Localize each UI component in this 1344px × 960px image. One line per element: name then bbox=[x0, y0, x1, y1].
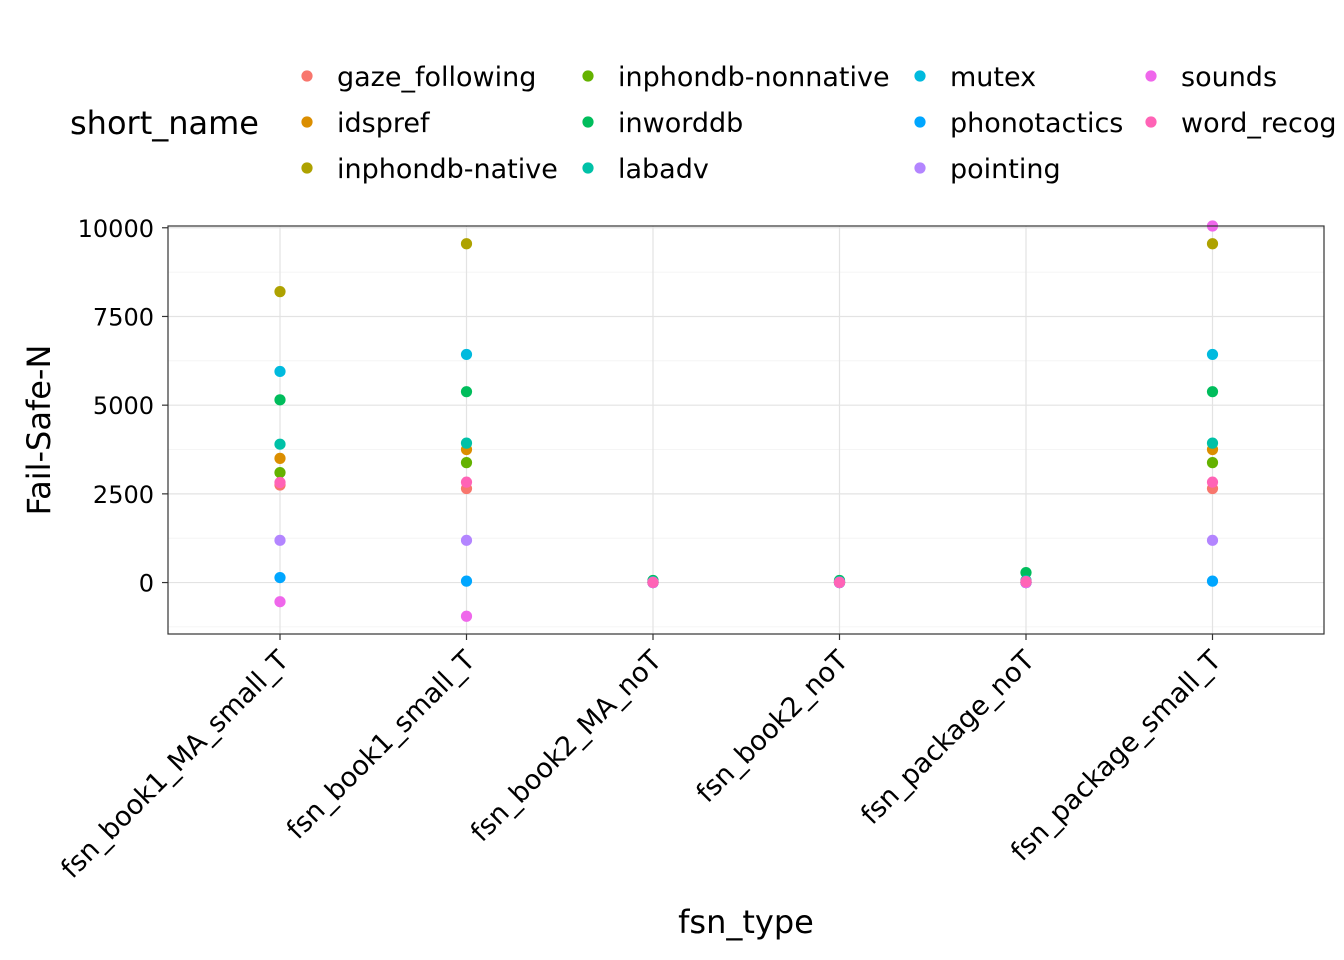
y-tick-label: 0 bbox=[139, 570, 154, 598]
point-word_recog bbox=[460, 476, 473, 488]
x-tick-label: fsn_book1_small_T bbox=[281, 645, 482, 846]
y-tick-label: 7500 bbox=[93, 303, 154, 331]
point-inworddb bbox=[1020, 567, 1032, 579]
legend-label: gaze_following bbox=[337, 62, 536, 93]
point-pointing bbox=[1206, 534, 1219, 546]
point-pointing bbox=[460, 534, 473, 546]
point-inphondb-nonnative bbox=[460, 457, 473, 469]
legend-label: inphondb-native bbox=[337, 154, 558, 185]
legend-item: gaze_following bbox=[301, 62, 536, 93]
point-inphondb-nonnative bbox=[274, 466, 286, 479]
point-word_recog bbox=[1020, 575, 1032, 588]
point-sounds bbox=[460, 610, 473, 622]
point-word_recog bbox=[833, 576, 846, 588]
legend-label: inworddb bbox=[618, 108, 743, 139]
legend-key bbox=[914, 162, 926, 174]
legend-title: short_name bbox=[70, 104, 259, 142]
legend-item: inphondb-nonnative bbox=[582, 62, 890, 93]
point-inworddb bbox=[460, 386, 473, 398]
legend-key bbox=[582, 116, 594, 128]
point-inworddb bbox=[1206, 386, 1219, 398]
legend-key bbox=[914, 116, 926, 128]
legend-item: labadv bbox=[582, 154, 709, 185]
point-sounds bbox=[274, 596, 286, 608]
legend-item: word_recog bbox=[1145, 108, 1337, 139]
point-inphondb-native bbox=[460, 238, 473, 250]
legend-label: inphondb-nonnative bbox=[618, 62, 890, 93]
legend-label: phonotactics bbox=[950, 108, 1123, 139]
y-tick-label: 2500 bbox=[93, 481, 154, 509]
x-axis-title: fsn_type bbox=[678, 903, 814, 941]
point-inworddb bbox=[274, 394, 286, 406]
legend-label: labadv bbox=[618, 154, 709, 185]
legend-key bbox=[914, 70, 926, 82]
legend-key bbox=[301, 116, 313, 128]
x-tick-label: fsn_package_noT bbox=[855, 645, 1041, 831]
x-axis: fsn_book1_MA_small_Tfsn_book1_small_Tfsn… bbox=[55, 634, 1228, 885]
point-labadv bbox=[274, 438, 286, 450]
point-inphondb-nonnative bbox=[1206, 457, 1219, 469]
legend-label: idspref bbox=[337, 108, 431, 139]
grid-lines bbox=[168, 226, 1324, 634]
point-word_recog bbox=[274, 476, 286, 489]
point-word_recog bbox=[647, 576, 659, 588]
point-mutex bbox=[274, 365, 286, 378]
point-mutex bbox=[460, 348, 473, 361]
point-phonotactics bbox=[460, 575, 473, 587]
data-points bbox=[274, 220, 1219, 622]
legend-item: sounds bbox=[1145, 62, 1277, 93]
point-inphondb-native bbox=[1206, 238, 1219, 250]
y-tick-label: 5000 bbox=[93, 392, 154, 420]
legend-item: idspref bbox=[301, 108, 431, 139]
legend-item: inworddb bbox=[582, 108, 743, 139]
point-phonotactics bbox=[274, 571, 286, 584]
x-tick-label: fsn_book2_noT bbox=[691, 645, 855, 809]
x-tick-label: fsn_book2_MA_noT bbox=[465, 645, 668, 848]
legend-item: inphondb-native bbox=[301, 154, 558, 185]
x-tick-label: fsn_book1_MA_small_T bbox=[55, 645, 295, 885]
point-idspref bbox=[274, 452, 286, 464]
legend-item: pointing bbox=[914, 154, 1061, 185]
legend-key bbox=[582, 70, 594, 82]
point-mutex bbox=[1206, 348, 1219, 361]
x-tick-label: fsn_package_small_T bbox=[1005, 645, 1228, 868]
point-pointing bbox=[274, 534, 286, 546]
legend-item: mutex bbox=[914, 62, 1036, 93]
legend-label: word_recog bbox=[1181, 108, 1337, 139]
legend-label: sounds bbox=[1181, 62, 1277, 93]
y-axis-title: Fail-Safe-N bbox=[20, 345, 58, 516]
y-axis: 0 2500 5000 7500 10000 bbox=[78, 215, 168, 598]
legend-key bbox=[301, 70, 313, 82]
legend-key bbox=[301, 162, 313, 174]
legend-key bbox=[582, 162, 594, 174]
legend-item: phonotactics bbox=[914, 108, 1123, 139]
legend-label: mutex bbox=[950, 62, 1036, 93]
legend-key bbox=[1145, 116, 1157, 128]
point-inphondb-native bbox=[274, 286, 286, 298]
legend-label: pointing bbox=[950, 154, 1061, 185]
y-tick-label: 10000 bbox=[78, 215, 154, 243]
point-phonotactics bbox=[1206, 575, 1219, 587]
point-labadv bbox=[460, 437, 473, 449]
legend-key bbox=[1145, 70, 1157, 82]
point-word_recog bbox=[1206, 476, 1219, 488]
plot-panel-border bbox=[167, 225, 1325, 635]
point-labadv bbox=[1206, 437, 1219, 449]
